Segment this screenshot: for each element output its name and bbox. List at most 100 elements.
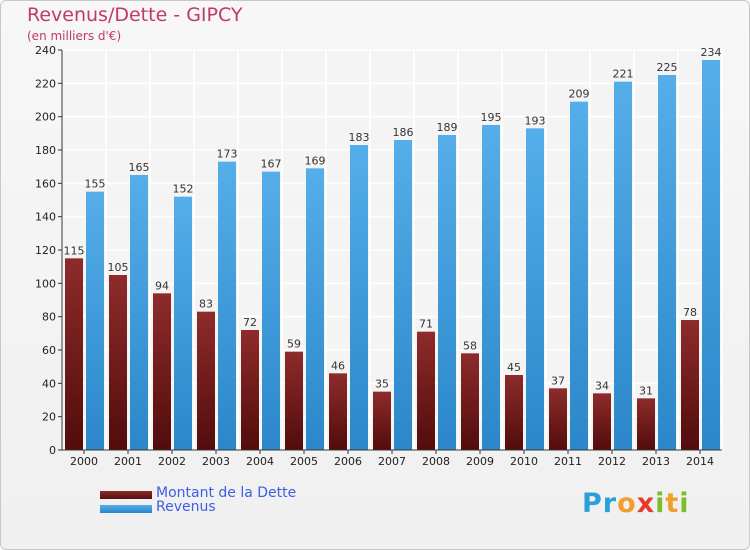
legend-label-revenus: Revenus — [156, 499, 216, 515]
legend-label-dette: Montant de la Dette — [156, 485, 297, 501]
x-tick-label: 2008 — [422, 455, 450, 468]
x-tick-label: 2005 — [290, 455, 318, 468]
bar-dette — [109, 275, 127, 450]
bars — [65, 60, 720, 451]
value-label: 155 — [85, 178, 106, 191]
bar-revenus — [86, 191, 104, 450]
y-tick-label: 20 — [42, 411, 56, 424]
value-label: 173 — [217, 148, 238, 161]
y-tick-label: 240 — [35, 44, 56, 57]
value-label: 165 — [129, 161, 150, 174]
y-tick-label: 160 — [35, 177, 56, 190]
legend-swatch-dette — [100, 491, 152, 499]
bar-dette — [373, 391, 391, 450]
bar-dette — [549, 388, 567, 450]
bar-revenus — [614, 81, 632, 451]
bar-revenus — [570, 101, 588, 451]
bar-revenus — [526, 128, 544, 451]
x-tick-label: 2014 — [686, 455, 714, 468]
bar-revenus — [174, 196, 192, 450]
x-tick-label: 2004 — [246, 455, 274, 468]
bar-dette — [153, 293, 171, 450]
x-tick-label: 2012 — [598, 455, 626, 468]
grid-lines — [61, 49, 723, 451]
value-label: 225 — [657, 61, 678, 74]
y-tick-label: 140 — [35, 211, 56, 224]
value-label: 221 — [613, 68, 634, 81]
bar-revenus — [702, 60, 720, 450]
value-label: 83 — [199, 298, 213, 311]
bar-revenus — [350, 145, 368, 450]
bar-dette — [241, 330, 259, 450]
value-labels: 115 155 105 165 94 152 83 173 72 167 59 169 46 183 35 1… — [64, 46, 722, 397]
value-label: 59 — [287, 338, 301, 351]
bar-dette — [329, 373, 347, 450]
bar-dette — [285, 351, 303, 450]
value-label: 186 — [393, 126, 414, 139]
value-label: 167 — [261, 158, 282, 171]
chart-subtitle: (en milliers d'€) — [27, 29, 122, 43]
value-label: 58 — [463, 339, 477, 352]
bar-dette — [461, 353, 479, 450]
x-tick-label: 2002 — [158, 455, 186, 468]
bar-revenus — [482, 125, 500, 450]
x-tick-label: 2001 — [114, 455, 142, 468]
bar-dette — [65, 258, 83, 450]
y-tick-label: 100 — [35, 277, 56, 290]
value-label: 209 — [569, 88, 590, 101]
y-tick-label: 220 — [35, 77, 56, 90]
chart-title: Revenus/Dette - GIPCY — [27, 4, 243, 26]
y-tick-label: 60 — [42, 344, 56, 357]
bar-dette — [505, 375, 523, 450]
y-tick-label: 120 — [35, 244, 56, 257]
x-tick-label: 2007 — [378, 455, 406, 468]
y-tick-label: 200 — [35, 111, 56, 124]
x-tick-label: 2000 — [70, 455, 98, 468]
x-tick-label: 2009 — [466, 455, 494, 468]
x-tick-label: 2010 — [510, 455, 538, 468]
bar-revenus — [438, 135, 456, 450]
y-tick-label: 40 — [42, 377, 56, 390]
legend-swatch-revenus — [100, 505, 152, 513]
value-label: 45 — [507, 361, 521, 374]
value-label: 193 — [525, 114, 546, 127]
bar-revenus — [306, 168, 324, 451]
y-tick-label: 0 — [49, 444, 56, 457]
value-label: 189 — [437, 121, 458, 134]
proxiti-logo: Proxiti — [582, 488, 690, 519]
bar-revenus — [394, 140, 412, 450]
value-label: 31 — [639, 384, 653, 397]
value-label: 183 — [349, 131, 370, 144]
bar-revenus — [130, 175, 148, 450]
x-tick-label: 2013 — [642, 455, 670, 468]
x-tick-label: 2003 — [202, 455, 230, 468]
value-label: 152 — [173, 183, 194, 196]
bar-dette — [681, 320, 699, 450]
value-label: 115 — [64, 244, 85, 257]
value-label: 34 — [595, 379, 609, 392]
bar-dette — [593, 393, 611, 450]
y-tick-label: 180 — [35, 144, 56, 157]
value-label: 72 — [243, 316, 257, 329]
value-label: 195 — [481, 111, 502, 124]
bar-revenus — [658, 75, 676, 450]
value-label: 234 — [701, 46, 722, 59]
value-label: 169 — [305, 154, 326, 167]
value-label: 71 — [419, 318, 433, 331]
y-tick-label: 80 — [42, 311, 56, 324]
value-label: 94 — [155, 279, 169, 292]
bar-dette — [417, 331, 435, 450]
bar-dette — [197, 311, 215, 450]
value-label: 35 — [375, 378, 389, 391]
bar-revenus — [262, 171, 280, 450]
value-label: 78 — [683, 306, 697, 319]
value-label: 46 — [331, 359, 345, 372]
value-label: 105 — [108, 261, 129, 274]
x-tick-label: 2006 — [334, 455, 362, 468]
bar-revenus — [218, 161, 236, 450]
axes: 0 20 40 60 80 100 120 140 160 180 200 220 240 2000 200… — [35, 44, 722, 468]
x-tick-label: 2011 — [554, 455, 582, 468]
value-label: 37 — [551, 374, 565, 387]
bar-dette — [637, 398, 655, 450]
